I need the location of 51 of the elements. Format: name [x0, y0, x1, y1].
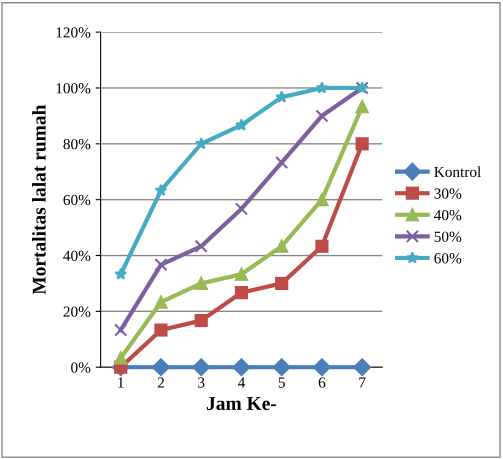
point	[353, 358, 372, 376]
y-tick-label: 40%	[63, 250, 90, 262]
point	[356, 137, 369, 150]
y-tick-label: 100%	[56, 83, 90, 94]
legend-label: 30%	[434, 188, 462, 199]
point	[114, 351, 128, 365]
y-tick-label: 20%	[64, 306, 90, 317]
point	[275, 240, 288, 253]
point	[275, 156, 288, 170]
point	[194, 276, 208, 290]
point	[234, 268, 248, 281]
point	[234, 286, 248, 300]
point	[154, 184, 168, 196]
point	[194, 240, 208, 253]
point	[154, 296, 168, 309]
legend-label: 50%	[434, 232, 462, 242]
point	[313, 358, 331, 376]
x-tick-label: 1	[118, 377, 124, 388]
x-tick-label: 5	[278, 378, 285, 388]
x-tick-label: 2	[158, 377, 164, 388]
point	[232, 358, 250, 376]
point	[154, 323, 168, 337]
point	[235, 118, 248, 131]
point	[356, 100, 369, 114]
x-tick-label: 6	[318, 377, 326, 388]
y-tick-label: 80%	[63, 138, 90, 150]
point	[315, 240, 329, 253]
point	[275, 276, 288, 290]
x-tick-label: 4	[238, 377, 246, 388]
legend-label: Kontrol	[434, 166, 481, 178]
y-tick-label: 0%	[71, 362, 90, 373]
point	[316, 81, 328, 94]
x-tick-label: 3	[198, 377, 204, 388]
y-tick-label: 60%	[64, 194, 90, 206]
point	[194, 314, 208, 328]
y-tick-label: 120%	[56, 27, 90, 38]
point	[192, 358, 210, 376]
point	[272, 358, 291, 376]
x-tick-label: 7	[359, 378, 366, 388]
point	[234, 202, 248, 216]
point	[114, 323, 128, 337]
point	[194, 137, 208, 150]
y-axis-title: Mortalitas lalat rumah	[32, 104, 46, 294]
point	[114, 268, 128, 280]
x-axis-title: Jam Ke-	[206, 397, 276, 410]
legend-label: 60%	[434, 253, 462, 264]
point	[315, 193, 329, 206]
point	[315, 109, 329, 122]
legend-label: 40%	[434, 210, 462, 220]
point	[152, 358, 170, 376]
point	[154, 258, 168, 272]
